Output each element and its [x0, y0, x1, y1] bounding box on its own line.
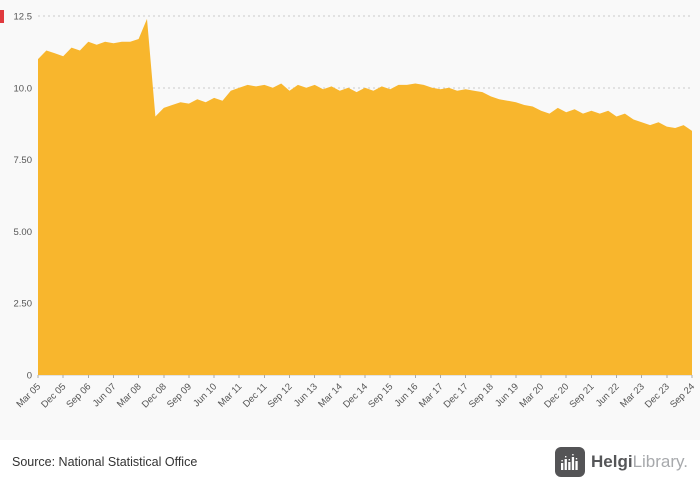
svg-text:Dec 20: Dec 20 [542, 381, 571, 410]
svg-text:12.5: 12.5 [14, 12, 33, 23]
svg-text:Jun 16: Jun 16 [392, 381, 420, 409]
svg-text:Mar 20: Mar 20 [518, 381, 547, 410]
svg-text:Sep 21: Sep 21 [567, 381, 596, 410]
svg-text:Jun 19: Jun 19 [493, 381, 521, 409]
svg-text:7.50: 7.50 [14, 155, 33, 166]
svg-text:Sep 15: Sep 15 [366, 381, 395, 410]
svg-text:Dec 23: Dec 23 [643, 381, 672, 410]
svg-text:Dec 17: Dec 17 [442, 381, 471, 410]
y-axis-labels: 0 2.50 5.00 7.50 10.0 12.5 [14, 12, 33, 382]
svg-text:Mar 17: Mar 17 [417, 381, 446, 410]
axis-marker [0, 10, 4, 23]
svg-text:Dec 14: Dec 14 [341, 381, 370, 410]
svg-text:Sep 09: Sep 09 [165, 381, 194, 410]
svg-text:Dec 11: Dec 11 [241, 381, 270, 410]
svg-text:Sep 18: Sep 18 [467, 381, 496, 410]
svg-text:Dec 08: Dec 08 [140, 381, 169, 410]
svg-text:10.0: 10.0 [14, 83, 33, 94]
area-series [38, 18, 692, 376]
source-text: Source: National Statistical Office [12, 454, 198, 469]
chart-region: 0 2.50 5.00 7.50 10.0 12.5 Mar 05 Dec 05 Sep 06 J… [0, 10, 698, 411]
footer: Source: National Statistical Office Helg… [0, 440, 700, 483]
svg-text:Jun 22: Jun 22 [594, 381, 622, 409]
logo-text: HelgiLibrary. [591, 453, 688, 470]
svg-text:2.50: 2.50 [14, 299, 33, 310]
svg-text:Mar 08: Mar 08 [115, 381, 144, 410]
svg-text:Sep 12: Sep 12 [266, 381, 295, 410]
svg-text:0: 0 [27, 371, 32, 382]
helgilibrary-logo[interactable]: HelgiLibrary. [555, 446, 688, 477]
svg-text:Sep 24: Sep 24 [668, 381, 697, 410]
svg-text:5.00: 5.00 [14, 227, 33, 238]
svg-text:Jun 13: Jun 13 [292, 381, 320, 409]
svg-text:Mar 14: Mar 14 [316, 381, 345, 410]
svg-text:Jun 10: Jun 10 [191, 381, 219, 409]
logo-text-dot: . [683, 452, 688, 471]
helgilibrary-logo-icon [555, 446, 585, 477]
logo-text-library: Library [632, 452, 684, 471]
svg-text:Mar 11: Mar 11 [216, 381, 244, 409]
svg-text:Mar 23: Mar 23 [618, 381, 647, 410]
svg-text:Sep 06: Sep 06 [64, 381, 93, 410]
logo-text-helgi: Helgi [591, 452, 633, 471]
svg-text:Jun 07: Jun 07 [91, 381, 119, 409]
svg-text:Mar 05: Mar 05 [14, 381, 43, 410]
svg-text:Dec 05: Dec 05 [39, 381, 68, 410]
